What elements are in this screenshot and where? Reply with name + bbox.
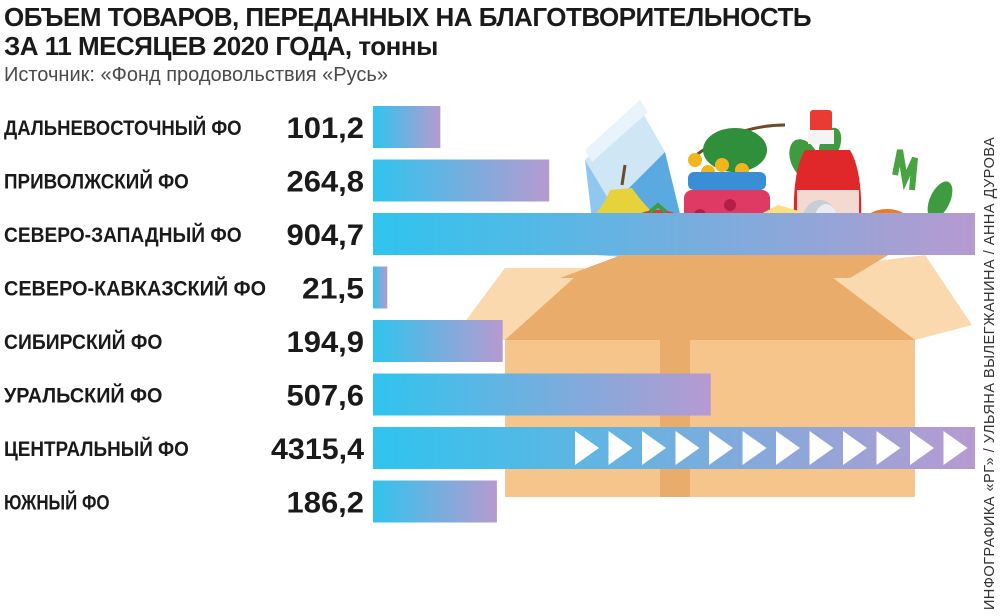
category-label: ДАЛЬНЕВОСТОЧНЫЙ ФО	[4, 116, 242, 140]
value-label: 186,2	[287, 487, 365, 520]
bar-6	[373, 427, 975, 469]
overflow-chevron	[608, 431, 633, 465]
category-label: СЕВЕРО-ЗАПАДНЫЙ ФО	[4, 223, 242, 247]
chart-title-line1: ОБЪЕМ ТОВАРОВ, ПЕРЕДАННЫХ НА БЛАГОТВОРИТ…	[4, 2, 812, 32]
value-label: 194,9	[287, 326, 365, 359]
overflow-chevron	[943, 431, 968, 465]
value-label: 904,7	[287, 219, 365, 252]
overflow-chevron	[742, 431, 767, 465]
bar-overflow-chevrons	[575, 431, 968, 465]
bar-0	[373, 106, 441, 148]
overflow-chevron	[876, 431, 901, 465]
category-label: УРАЛЬСКИЙ ФО	[4, 384, 162, 408]
bar-5	[373, 373, 711, 416]
overflow-chevron	[675, 431, 700, 465]
overflow-chevron	[575, 431, 599, 465]
chart-title-main: ЗА 11 МЕСЯЦЕВ 2020 ГОДА,	[4, 31, 352, 61]
bar-2	[373, 213, 975, 255]
value-label: 4315,4	[271, 433, 364, 466]
category-label: ПРИВОЛЖСКИЙ ФО	[4, 170, 189, 194]
overflow-chevron	[910, 431, 934, 465]
bar-3	[373, 266, 388, 309]
value-label: 264,8	[287, 166, 365, 199]
overflow-chevron	[809, 431, 834, 465]
bar-chart: ДАЛЬНЕВОСТОЧНЫЙ ФО 101,2 ПРИВОЛЖСКИЙ ФО 264…	[4, 100, 975, 523]
overflow-chevron	[843, 431, 867, 465]
chart-credit: ИНФОГРАФИКА «РГ» / УЛЬЯНА ВЫЛЕГЖАНИНА / …	[982, 136, 998, 610]
chart-source: Источник: «Фонд продовольствия «Русь»	[4, 64, 388, 86]
chart-title-line2: ЗА 11 МЕСЯЦЕВ 2020 ГОДА, тонны	[4, 31, 438, 62]
category-label: СИБИРСКИЙ ФО	[4, 330, 162, 354]
category-label: ЮЖНЫЙ ФО	[4, 491, 110, 515]
chart-unit: тонны	[358, 31, 438, 61]
labels: ДАЛЬНЕВОСТОЧНЫЙ ФО 101,2 ПРИВОЛЖСКИЙ ФО 264…	[4, 112, 364, 520]
overflow-chevron	[709, 431, 733, 465]
overflow-chevron	[642, 431, 666, 465]
bar-7	[373, 480, 497, 523]
value-label: 101,2	[287, 112, 365, 145]
overflow-chevron	[776, 431, 800, 465]
category-label: ЦЕНТРАЛЬНЫЙ ФО	[4, 437, 189, 461]
bar-1	[373, 159, 550, 202]
value-label: 21,5	[302, 273, 364, 306]
bars	[373, 106, 975, 523]
value-label: 507,6	[287, 380, 365, 413]
category-label: СЕВЕРО-КАВКАЗСКИЙ ФО	[4, 277, 266, 301]
bar-4	[373, 320, 503, 362]
